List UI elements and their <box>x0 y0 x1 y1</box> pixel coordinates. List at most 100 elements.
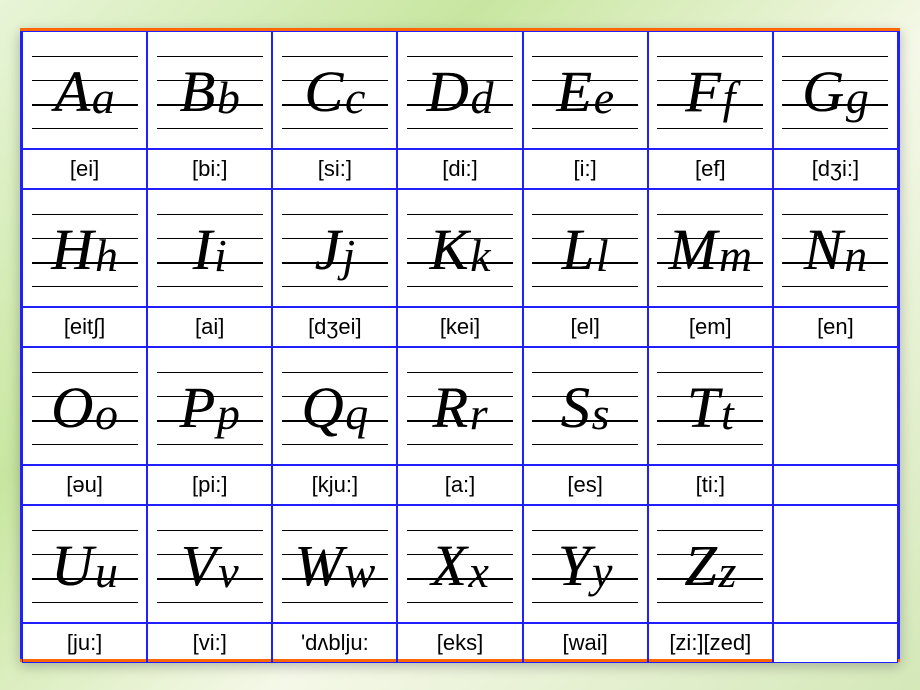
phonetic-text: [em] <box>689 314 732 340</box>
letter-cell-n: Nn <box>773 189 898 307</box>
uppercase-letter: B <box>179 63 214 121</box>
uppercase-letter: M <box>668 221 716 279</box>
phonetic-text: [əu] <box>66 472 103 498</box>
phonetic-cell-w: 'dʌblju: <box>272 623 397 663</box>
phonetic-cell-r: [a:] <box>397 465 522 505</box>
phonetic-cell-p: [pi:] <box>147 465 272 505</box>
phonetic-text: [zi:][zed] <box>669 630 751 656</box>
phonetic-text: [eit∫] <box>64 314 106 340</box>
alphabet-chart-frame: AaBbCcDdEeFfGg[ei][bi:][si:][di:][i:][ef… <box>20 28 900 662</box>
phonetic-text: [ef] <box>695 156 726 182</box>
uppercase-letter: D <box>427 63 469 121</box>
uppercase-letter: Z <box>684 537 716 595</box>
lowercase-letter: x <box>469 549 489 595</box>
phonetic-cell-b: [bi:] <box>147 149 272 189</box>
phonetic-text: [i:] <box>574 156 597 182</box>
uppercase-letter: X <box>431 537 466 595</box>
letter-cell-k: Kk <box>397 189 522 307</box>
letter-cell-m: Mm <box>648 189 773 307</box>
phonetic-cell-y: [wai] <box>523 623 648 663</box>
phonetic-cell-f: [ef] <box>648 149 773 189</box>
lowercase-letter: d <box>470 75 493 121</box>
letter-cell-i: Ii <box>147 189 272 307</box>
lowercase-letter: f <box>723 75 736 121</box>
phonetic-cell-x: [eks] <box>397 623 522 663</box>
uppercase-letter: L <box>562 221 594 279</box>
letter-cell-b: Bb <box>147 31 272 149</box>
phonetic-cell-a: [ei] <box>22 149 147 189</box>
phonetic-text: 'dʌblju: <box>301 630 369 656</box>
phonetic-cell-o: [əu] <box>22 465 147 505</box>
lowercase-letter: t <box>721 391 734 437</box>
letter-cell-d: Dd <box>397 31 522 149</box>
letter-cell-empty <box>773 505 898 623</box>
phonetic-text: [ti:] <box>696 472 725 498</box>
letter-cell-v: Vv <box>147 505 272 623</box>
letter-cell-r: Rr <box>397 347 522 465</box>
phonetic-text: [bi:] <box>192 156 227 182</box>
uppercase-letter: I <box>193 221 212 279</box>
lowercase-letter: z <box>718 549 736 595</box>
phonetic-cell-g: [dʒi:] <box>773 149 898 189</box>
uppercase-letter: R <box>432 379 467 437</box>
uppercase-letter: Y <box>558 537 590 595</box>
uppercase-letter: W <box>294 537 342 595</box>
uppercase-letter: E <box>556 63 591 121</box>
lowercase-letter: u <box>95 549 118 595</box>
uppercase-letter: H <box>51 221 93 279</box>
phonetic-text: [kju:] <box>312 472 358 498</box>
letter-cell-a: Aa <box>22 31 147 149</box>
phonetic-cell-e: [i:] <box>523 149 648 189</box>
uppercase-letter: J <box>315 221 341 279</box>
letter-cell-h: Hh <box>22 189 147 307</box>
uppercase-letter: S <box>561 379 590 437</box>
phonetic-cell-h: [eit∫] <box>22 307 147 347</box>
phonetic-text: [ju:] <box>67 630 102 656</box>
uppercase-letter: O <box>51 379 93 437</box>
uppercase-letter: Q <box>301 379 343 437</box>
phonetic-cell-t: [ti:] <box>648 465 773 505</box>
lowercase-letter: k <box>470 233 490 279</box>
letter-cell-q: Qq <box>272 347 397 465</box>
letter-cell-g: Gg <box>773 31 898 149</box>
letter-cell-e: Ee <box>523 31 648 149</box>
phonetic-cell-u: [ju:] <box>22 623 147 663</box>
uppercase-letter: F <box>685 63 720 121</box>
lowercase-letter: c <box>345 75 365 121</box>
phonetic-cell-c: [si:] <box>272 149 397 189</box>
alphabet-grid: AaBbCcDdEeFfGg[ei][bi:][si:][di:][i:][ef… <box>20 31 900 659</box>
phonetic-text: [pi:] <box>192 472 227 498</box>
phonetic-cell-d: [di:] <box>397 149 522 189</box>
phonetic-text: [el] <box>570 314 599 340</box>
uppercase-letter: V <box>181 537 216 595</box>
phonetic-text: [vi:] <box>193 630 227 656</box>
phonetic-text: [ai] <box>195 314 224 340</box>
phonetic-cell-l: [el] <box>523 307 648 347</box>
letter-cell-o: Oo <box>22 347 147 465</box>
phonetic-cell-m: [em] <box>648 307 773 347</box>
uppercase-letter: A <box>54 63 89 121</box>
lowercase-letter: e <box>594 75 614 121</box>
letter-cell-u: Uu <box>22 505 147 623</box>
phonetic-text: [es] <box>567 472 602 498</box>
phonetic-cell-k: [kei] <box>397 307 522 347</box>
uppercase-letter: K <box>429 221 468 279</box>
uppercase-letter: U <box>51 537 93 595</box>
lowercase-letter: w <box>345 549 376 595</box>
phonetic-cell-v: [vi:] <box>147 623 272 663</box>
uppercase-letter: P <box>179 379 214 437</box>
lowercase-letter: g <box>846 75 869 121</box>
lowercase-letter: r <box>470 391 488 437</box>
lowercase-letter: y <box>592 549 612 595</box>
phonetic-text: [en] <box>817 314 854 340</box>
lowercase-letter: q <box>345 391 368 437</box>
phonetic-cell-q: [kju:] <box>272 465 397 505</box>
letter-cell-s: Ss <box>523 347 648 465</box>
phonetic-cell-z: [zi:][zed] <box>648 623 773 663</box>
letter-cell-t: Tt <box>648 347 773 465</box>
letter-cell-w: Ww <box>272 505 397 623</box>
phonetic-text: [wai] <box>563 630 608 656</box>
lowercase-letter: l <box>596 233 609 279</box>
letter-cell-x: Xx <box>397 505 522 623</box>
letter-cell-z: Zz <box>648 505 773 623</box>
